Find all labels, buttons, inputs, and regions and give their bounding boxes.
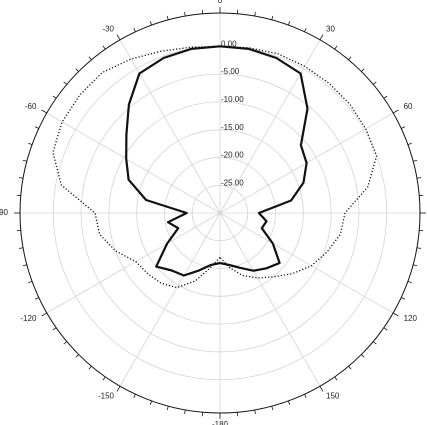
minor-tick	[372, 81, 377, 85]
minor-tick	[34, 126, 39, 129]
minor-tick	[393, 109, 399, 114]
theta-tick-label: -120	[20, 314, 37, 323]
theta-tick-label: 120	[404, 314, 418, 323]
r-tick-label: -10.00	[221, 95, 244, 104]
theta-tick-label: -90	[0, 208, 9, 217]
minor-tick	[334, 45, 338, 50]
theta-tick-label: -30	[102, 25, 114, 34]
minor-tick	[166, 15, 169, 20]
minor-tick	[383, 95, 388, 99]
minor-tick	[271, 15, 274, 20]
minor-tick	[22, 159, 27, 162]
theta-tick-label: 30	[326, 25, 335, 34]
theta-tick-label: 150	[326, 392, 340, 401]
minor-tick	[416, 247, 421, 249]
minor-tick	[116, 34, 121, 40]
minor-tick	[271, 406, 274, 411]
r-tick-label: -25.00	[221, 178, 244, 187]
r-tick-label: -5.00	[221, 67, 240, 76]
minor-tick	[116, 386, 121, 392]
theta-tick-label: -60	[25, 102, 37, 111]
minor-tick	[28, 142, 33, 145]
minor-tick	[393, 312, 399, 317]
series-line	[125, 45, 309, 277]
minor-tick	[19, 247, 24, 249]
r-tick-label: 0.00	[221, 39, 237, 48]
minor-tick	[288, 400, 291, 405]
minor-tick	[149, 21, 152, 26]
minor-tick	[102, 45, 106, 50]
minor-tick	[88, 56, 92, 61]
theta-tick-label: 60	[404, 102, 413, 111]
minor-tick	[401, 126, 406, 129]
theta-tick-label: 0	[218, 0, 223, 5]
minor-tick	[75, 68, 79, 72]
minor-tick	[372, 341, 377, 345]
minor-tick	[334, 376, 338, 381]
spoke	[219, 39, 321, 214]
spoke	[119, 212, 221, 387]
minor-tick	[133, 394, 136, 399]
theta-tick-label: -180	[212, 420, 229, 425]
r-tick-label: -20.00	[221, 151, 244, 160]
minor-tick	[348, 365, 352, 370]
minor-tick	[22, 264, 27, 267]
minor-tick	[383, 327, 388, 331]
spoke	[219, 212, 321, 387]
minor-tick	[149, 400, 152, 405]
minor-tick	[75, 354, 79, 358]
minor-tick	[41, 109, 47, 114]
theta-tick-label: -150	[98, 392, 115, 401]
minor-tick	[407, 281, 412, 284]
minor-tick	[407, 142, 412, 145]
spoke	[46, 112, 221, 214]
minor-tick	[401, 297, 406, 300]
minor-tick	[133, 27, 136, 32]
minor-tick	[88, 365, 92, 370]
minor-tick	[361, 354, 365, 358]
minor-tick	[63, 81, 68, 85]
minor-tick	[19, 177, 24, 179]
minor-tick	[304, 27, 307, 32]
spoke	[119, 39, 221, 214]
minor-tick	[319, 386, 324, 392]
minor-tick	[63, 341, 68, 345]
minor-tick	[28, 281, 33, 284]
spoke	[46, 212, 221, 314]
r-tick-label: -15.00	[221, 123, 244, 132]
minor-tick	[254, 409, 256, 414]
minor-tick	[52, 327, 57, 331]
minor-tick	[361, 68, 365, 72]
minor-tick	[34, 297, 39, 300]
minor-tick	[184, 409, 186, 414]
minor-tick	[413, 264, 418, 267]
minor-tick	[254, 12, 256, 17]
minor-tick	[184, 12, 186, 17]
minor-tick	[166, 406, 169, 411]
minor-tick	[348, 56, 352, 61]
minor-tick	[41, 312, 47, 317]
minor-tick	[52, 95, 57, 99]
minor-tick	[288, 21, 291, 26]
minor-tick	[319, 34, 324, 40]
minor-tick	[416, 177, 421, 179]
spoke	[219, 212, 394, 314]
minor-tick	[413, 159, 418, 162]
minor-tick	[102, 376, 106, 381]
minor-tick	[304, 394, 307, 399]
series-line	[52, 45, 378, 289]
